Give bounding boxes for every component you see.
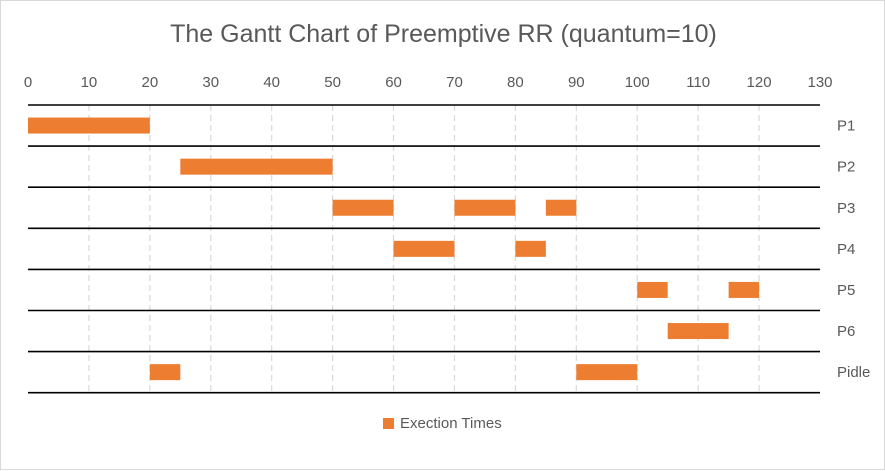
x-tick-label: 110 [686,74,710,91]
row-label: P3 [837,200,855,217]
x-tick-label: 20 [142,74,159,91]
row-label: P4 [837,241,855,258]
x-tick-label: 60 [385,74,402,91]
gantt-bar [576,364,638,381]
legend: Exection Times [383,415,502,432]
x-tick-label: 10 [81,74,98,91]
gantt-bar [637,281,668,298]
row-label: P6 [837,323,855,340]
x-tick-label: 90 [568,74,585,91]
row-label: P5 [837,282,855,299]
gantt-bar [728,281,760,298]
x-tick-label: 120 [747,74,772,91]
row-label: P2 [837,159,855,176]
x-tick-label: 40 [263,74,280,91]
chart-title: The Gantt Chart of Preemptive RR (quantu… [170,20,717,48]
legend-label: Exection Times [400,415,502,432]
row-label: Pidle [837,364,870,381]
gantt-bar [667,323,729,340]
gantt-bar [28,117,150,134]
x-tick-label: 80 [507,74,524,91]
gantt-bar [545,199,577,216]
gantt-bar [332,199,394,216]
x-tick-label: 50 [324,74,341,91]
x-tick-label: 30 [202,74,219,91]
x-tick-label: 100 [625,74,650,91]
legend-swatch [383,418,394,429]
gantt-bar [149,364,181,381]
x-tick-label: 70 [446,74,463,91]
x-tick-label: 130 [807,74,832,91]
gantt-bar [180,158,333,175]
x-tick-label: 0 [24,74,32,91]
gantt-bar [454,199,516,216]
row-label: P1 [837,118,855,135]
gantt-bar [515,240,546,257]
gantt-bar [393,240,455,257]
